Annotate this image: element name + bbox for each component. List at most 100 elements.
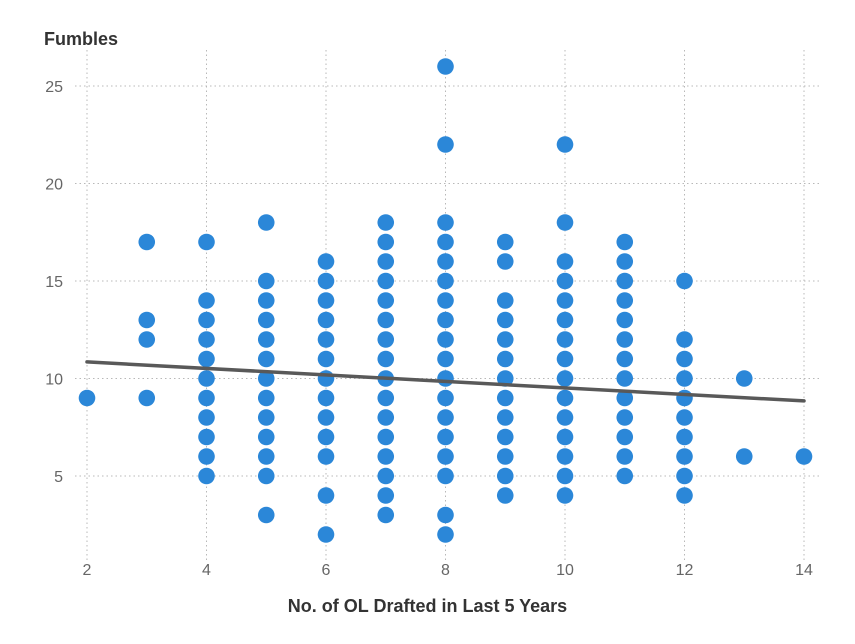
data-point bbox=[377, 214, 395, 231]
data-point bbox=[616, 467, 634, 485]
data-point bbox=[377, 272, 395, 290]
data-point bbox=[257, 506, 275, 524]
data-point bbox=[496, 253, 514, 270]
trendline bbox=[85, 360, 806, 403]
data-point bbox=[437, 389, 454, 407]
data-point bbox=[437, 136, 454, 153]
data-point bbox=[496, 448, 514, 465]
data-point bbox=[616, 370, 634, 387]
data-point bbox=[317, 409, 335, 426]
data-point bbox=[198, 233, 215, 251]
data-point bbox=[257, 350, 275, 368]
data-point bbox=[198, 428, 215, 446]
data-point bbox=[317, 526, 335, 543]
data-point bbox=[317, 370, 335, 387]
data-point bbox=[676, 487, 693, 504]
data-point bbox=[496, 409, 514, 426]
data-point bbox=[556, 409, 574, 426]
data-point bbox=[795, 448, 813, 465]
data-point bbox=[556, 389, 574, 407]
data-point bbox=[676, 428, 693, 446]
tick-labels: 2 4 6 8 10 12 14 5 10 15 20 25 bbox=[45, 79, 813, 579]
data-point bbox=[616, 428, 634, 446]
data-point bbox=[556, 350, 574, 368]
data-point bbox=[257, 389, 275, 407]
x-tick-label: 14 bbox=[795, 562, 813, 579]
x-tick-label: 8 bbox=[441, 562, 450, 579]
data-point bbox=[616, 448, 634, 465]
data-point bbox=[496, 292, 514, 309]
data-point bbox=[437, 233, 454, 251]
data-point bbox=[496, 350, 514, 368]
data-point bbox=[556, 428, 574, 446]
data-point bbox=[257, 272, 275, 290]
data-point bbox=[377, 331, 395, 348]
data-point bbox=[676, 389, 693, 407]
trendline-group bbox=[85, 360, 806, 403]
y-tick-label: 20 bbox=[45, 177, 63, 194]
y-tick-label: 5 bbox=[54, 469, 63, 486]
data-point bbox=[556, 331, 574, 348]
data-point bbox=[198, 389, 215, 407]
data-point bbox=[556, 214, 574, 231]
data-point bbox=[317, 487, 335, 504]
data-point bbox=[616, 311, 634, 329]
data-point bbox=[317, 272, 335, 290]
data-point bbox=[377, 253, 395, 270]
data-point bbox=[377, 389, 395, 407]
data-point bbox=[317, 428, 335, 446]
data-point bbox=[676, 272, 693, 290]
data-point bbox=[496, 311, 514, 329]
data-point bbox=[317, 311, 335, 329]
data-points bbox=[78, 58, 813, 543]
data-point bbox=[257, 370, 275, 387]
data-point bbox=[377, 409, 395, 426]
data-point bbox=[198, 292, 215, 309]
data-point bbox=[437, 292, 454, 309]
data-point bbox=[437, 331, 454, 348]
data-point bbox=[257, 292, 275, 309]
data-point bbox=[616, 409, 634, 426]
data-point bbox=[317, 331, 335, 348]
data-point bbox=[556, 311, 574, 329]
data-point bbox=[556, 253, 574, 270]
data-point bbox=[317, 448, 335, 465]
data-point bbox=[676, 448, 693, 465]
data-point bbox=[198, 331, 215, 348]
data-point bbox=[676, 331, 693, 348]
data-point bbox=[616, 350, 634, 368]
data-point bbox=[556, 272, 574, 290]
data-point bbox=[377, 350, 395, 368]
data-point bbox=[198, 311, 215, 329]
data-point bbox=[317, 350, 335, 368]
data-point bbox=[138, 389, 156, 407]
data-point bbox=[317, 389, 335, 407]
data-point bbox=[198, 467, 215, 485]
data-point bbox=[377, 506, 395, 524]
data-point bbox=[556, 292, 574, 309]
data-point bbox=[437, 448, 454, 465]
data-point bbox=[257, 448, 275, 465]
data-point bbox=[437, 526, 454, 543]
data-point bbox=[496, 233, 514, 251]
data-point bbox=[317, 292, 335, 309]
data-point bbox=[138, 311, 156, 329]
data-point bbox=[556, 467, 574, 485]
data-point bbox=[198, 370, 215, 387]
data-point bbox=[616, 253, 634, 270]
data-point bbox=[735, 370, 753, 387]
x-axis-label: No. of OL Drafted in Last 5 Years bbox=[287, 596, 568, 616]
data-point bbox=[437, 428, 454, 446]
data-point bbox=[437, 311, 454, 329]
data-point bbox=[138, 331, 156, 348]
data-point bbox=[377, 467, 395, 485]
data-point bbox=[257, 409, 275, 426]
x-tick-label: 2 bbox=[83, 562, 92, 579]
data-point bbox=[198, 350, 215, 368]
data-point bbox=[676, 370, 693, 387]
data-point bbox=[556, 487, 574, 504]
data-point bbox=[676, 350, 693, 368]
data-point bbox=[377, 487, 395, 504]
x-tick-label: 6 bbox=[322, 562, 331, 579]
